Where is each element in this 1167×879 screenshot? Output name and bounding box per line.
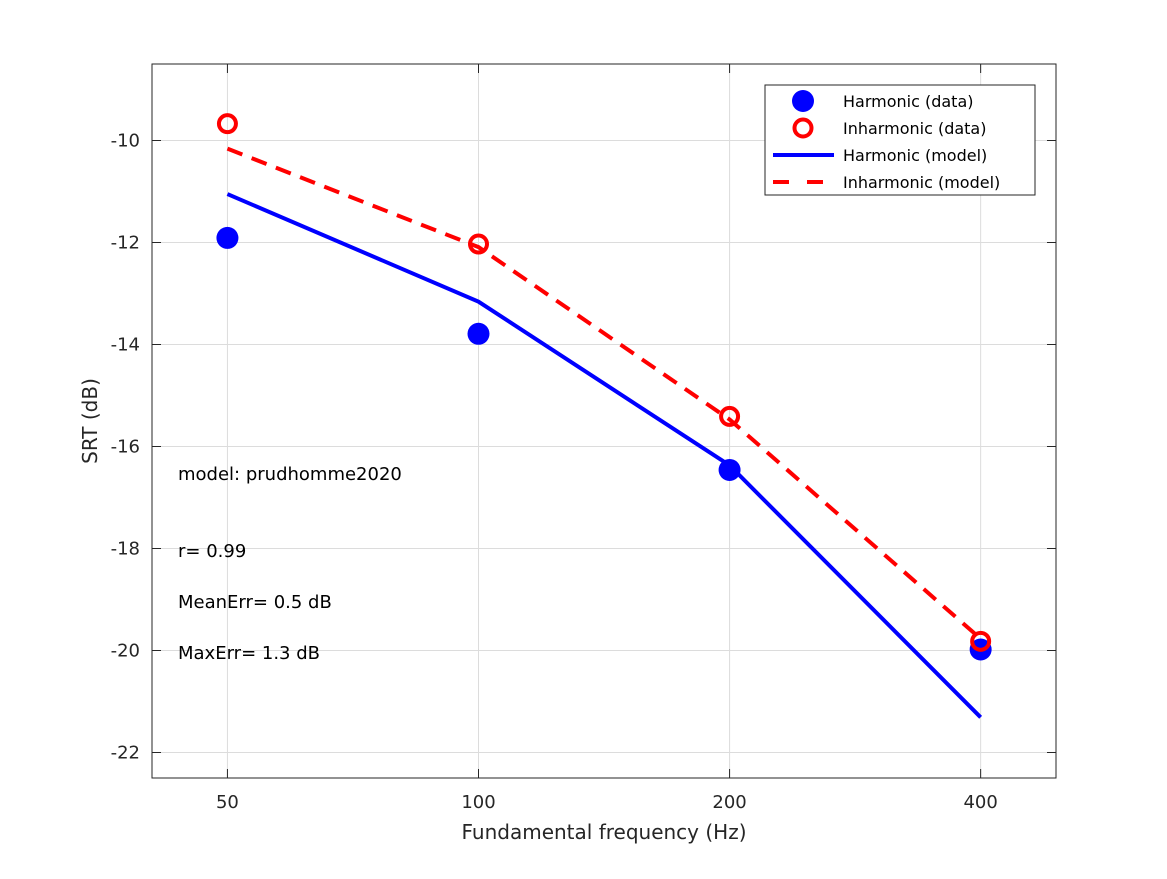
ticks: 50 100 200 400 -22 -20 -18 -16 -14 -12 -10 [111, 64, 1056, 813]
y-tick-label: -22 [111, 743, 140, 764]
data-point-harmonic [718, 458, 741, 481]
y-tick-label: -18 [111, 539, 140, 560]
series-line-inharmonic-model [226, 146, 982, 641]
marks [216, 113, 992, 719]
y-tick-label: -16 [111, 437, 140, 458]
legend-inharmonic-data-label: Inharmonic (data) [843, 119, 986, 138]
series-line-harmonic-model [226, 192, 983, 719]
data-point-inharmonic [468, 233, 490, 255]
y-tick-label: -10 [111, 131, 140, 152]
data-point-inharmonic [970, 630, 992, 652]
legend-harmonic-data-label: Harmonic (data) [843, 92, 974, 111]
data-point-harmonic [467, 322, 490, 345]
data-point-inharmonic [719, 405, 741, 427]
x-tick-label: 400 [963, 792, 997, 813]
legend-harmonic-model-label: Harmonic (model) [843, 146, 987, 165]
annotations: model: prudhomme2020 r= 0.99 MeanErr= 0.… [178, 464, 402, 664]
plot-frame [151, 63, 1057, 779]
legend-inharmonic-model-label: Inharmonic (model) [843, 173, 1000, 192]
x-tick-label: 200 [712, 792, 746, 813]
legend: Harmonic (data) Inharmonic (data) Harmonic… [764, 84, 1036, 196]
legend-inharmonic-data-symbol [792, 117, 814, 139]
annotation-max-err: MaxErr= 1.3 dB [178, 643, 320, 664]
data-point-harmonic [216, 226, 239, 249]
x-tick-label: 50 [216, 792, 239, 813]
y-tick-label: -12 [111, 233, 140, 254]
legend-harmonic-data-symbol [792, 90, 814, 112]
y-tick-label: -20 [111, 641, 140, 662]
annotation-model: model: prudhomme2020 [178, 464, 402, 485]
annotation-r: r= 0.99 [178, 541, 246, 562]
x-axis-label: Fundamental frequency (Hz) [462, 820, 747, 844]
y-tick-label: -14 [111, 335, 140, 356]
x-tick-label: 100 [461, 792, 495, 813]
annotation-mean-err: MeanErr= 0.5 dB [178, 592, 332, 613]
y-axis-label: SRT (dB) [78, 378, 102, 464]
data-point-inharmonic [216, 113, 238, 135]
